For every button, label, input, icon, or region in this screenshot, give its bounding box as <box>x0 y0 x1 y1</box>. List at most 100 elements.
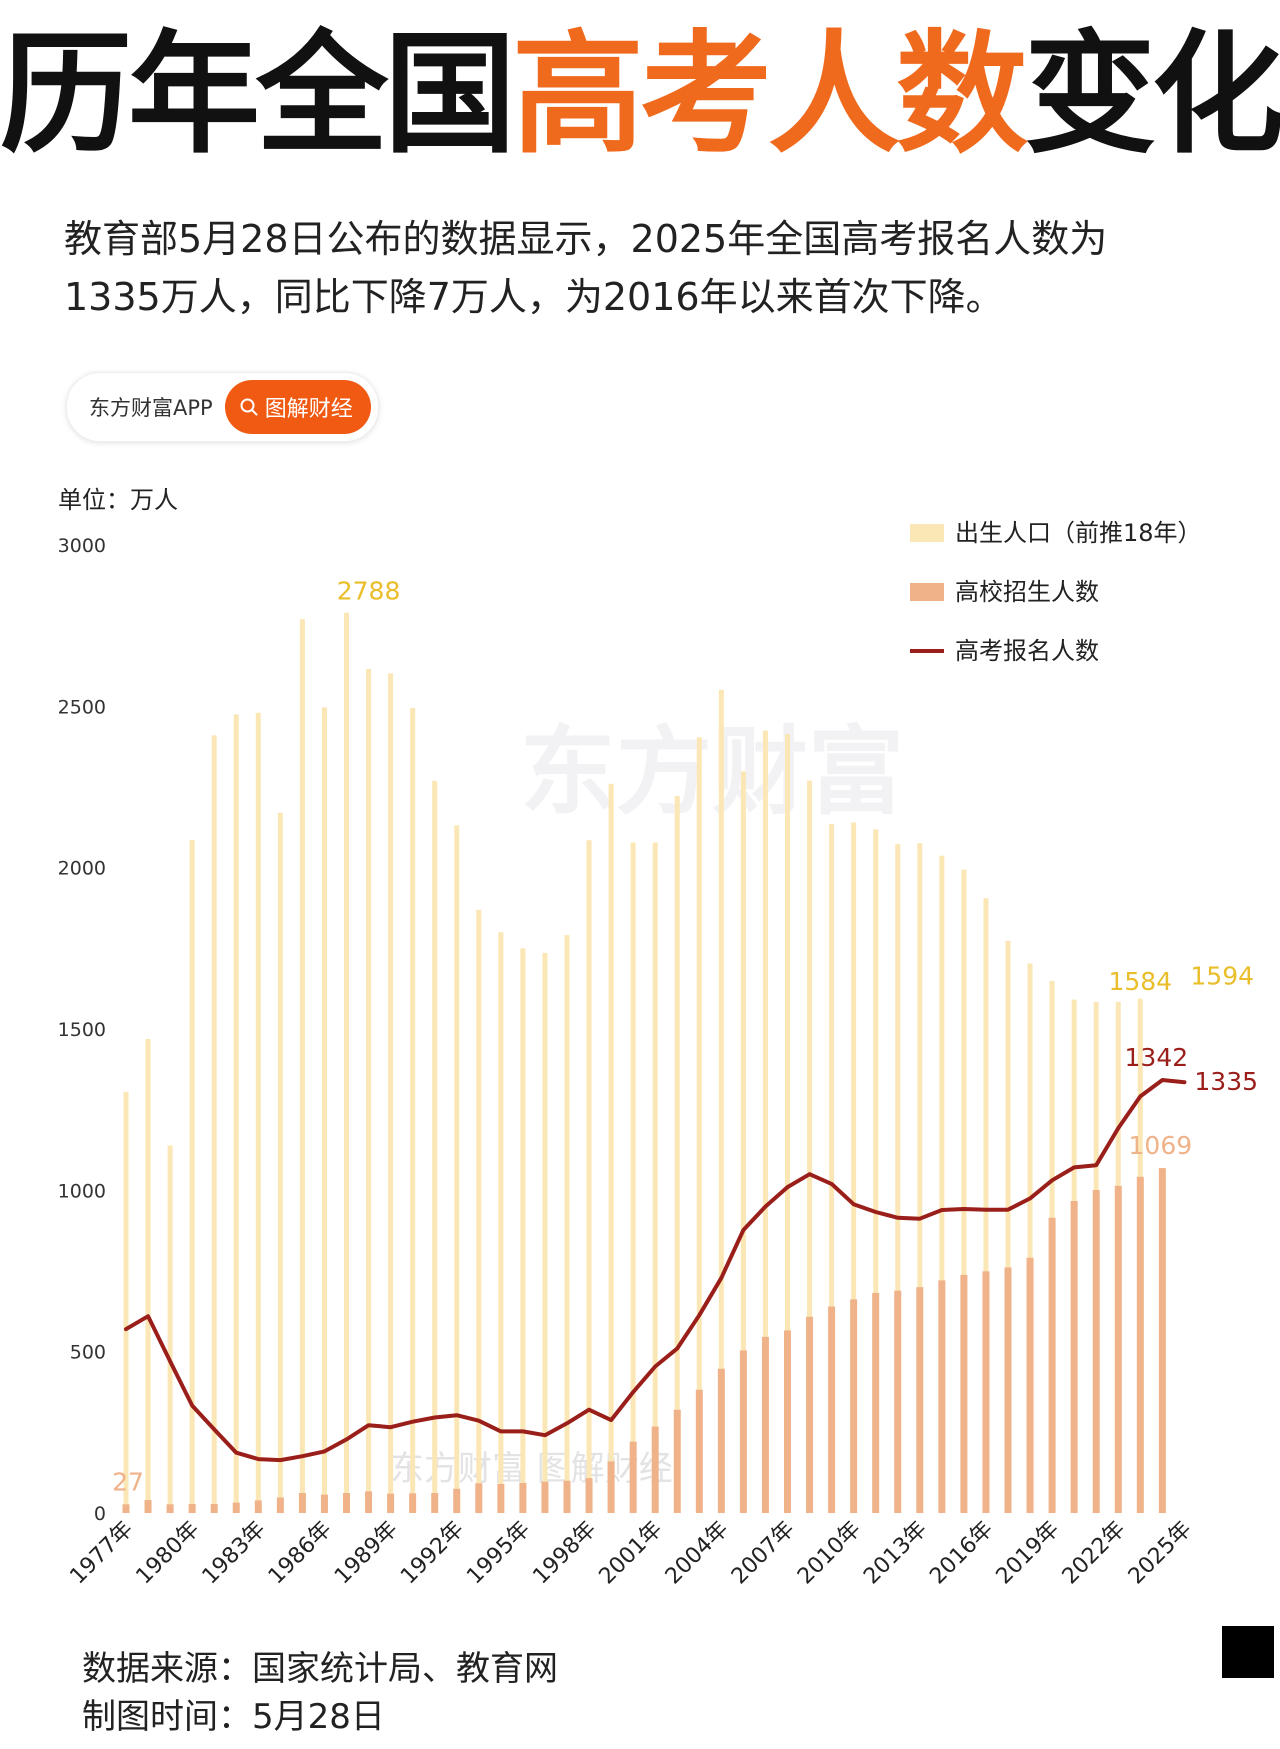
x-tick-label: 2010年 <box>793 1517 866 1590</box>
births-bar <box>983 898 989 1513</box>
enrollment-bar <box>651 1426 659 1513</box>
births-bar <box>674 796 680 1513</box>
x-tick-label: 2019年 <box>992 1517 1065 1590</box>
data-source: 数据来源：国家统计局、教育网 <box>82 1649 558 1689</box>
enrollment-bar <box>673 1409 681 1513</box>
births-bar <box>432 780 438 1513</box>
enrollment-bar <box>1136 1176 1144 1513</box>
x-tick-label: 2025年 <box>1124 1517 1197 1590</box>
births-bar <box>939 855 945 1513</box>
enrollment-bar <box>144 1500 152 1513</box>
enrollment-bar <box>607 1461 615 1513</box>
legend-label: 高校招生人数 <box>955 578 1099 606</box>
enrollment-bar <box>629 1441 637 1513</box>
enrollment-bar <box>453 1488 461 1513</box>
enrollment-bar <box>431 1492 439 1513</box>
births-bar <box>807 780 813 1513</box>
legend-label: 出生人口（前推18年） <box>955 519 1202 547</box>
data-label: 1594 <box>1190 962 1254 991</box>
x-tick-label: 1998年 <box>528 1517 601 1590</box>
births-bar <box>608 783 614 1513</box>
births-bar <box>740 771 746 1513</box>
enrollment-bar <box>806 1316 814 1513</box>
y-tick-label: 3000 <box>58 535 106 557</box>
enrollment-bar <box>475 1483 483 1513</box>
enrollment-bar <box>409 1493 417 1513</box>
enrollment-bar <box>828 1306 836 1513</box>
enrollment-bar <box>1026 1257 1034 1513</box>
y-tick-label: 2000 <box>58 858 106 880</box>
births-bar <box>895 844 901 1513</box>
enrollment-bar <box>276 1497 284 1513</box>
births-bar <box>167 1145 173 1513</box>
topic-pill[interactable]: 图解财经 <box>224 380 371 434</box>
enrollment-bars <box>122 1168 1166 1513</box>
enrollment-bar <box>343 1492 350 1513</box>
y-tick-label: 0 <box>94 1503 106 1525</box>
enrollment-bar <box>872 1292 880 1513</box>
enrollment-bar <box>585 1478 593 1513</box>
births-bar <box>630 842 636 1513</box>
enrollment-bar <box>232 1502 240 1513</box>
enrollment-bar <box>739 1350 747 1513</box>
enrollment-bar <box>1092 1190 1100 1513</box>
enrollment-bar <box>695 1389 703 1513</box>
y-tick-label: 500 <box>70 1342 106 1364</box>
enrollment-bar <box>298 1492 306 1513</box>
lead-paragraph: 教育部5月28日公布的数据显示，2025年全国高考报名人数为 1335万人，同比… <box>64 210 1224 326</box>
x-tick-label: 1983年 <box>198 1517 271 1590</box>
births-bar <box>255 712 261 1513</box>
births-bar <box>145 1039 151 1513</box>
topic-pill-label: 图解财经 <box>264 397 353 422</box>
enrollment-bar <box>320 1494 328 1513</box>
legend-label: 高考报名人数 <box>955 637 1099 665</box>
x-tick-label: 1995年 <box>462 1517 535 1590</box>
corner-block <box>1222 1626 1274 1678</box>
x-tick-label: 2013年 <box>859 1517 932 1590</box>
births-bar <box>851 822 857 1513</box>
data-label: 1069 <box>1129 1131 1193 1160</box>
enrollment-bar <box>1004 1267 1012 1513</box>
births-bar <box>366 668 372 1513</box>
search-icon <box>240 398 258 416</box>
births-bar <box>652 842 658 1513</box>
enrollment-bar <box>916 1287 924 1513</box>
births-bar <box>321 707 327 1513</box>
data-label: 1584 <box>1108 967 1172 996</box>
data-label: 1335 <box>1194 1067 1258 1096</box>
x-tick-label: 1980年 <box>132 1517 205 1590</box>
x-tick-label: 1992年 <box>396 1517 469 1590</box>
enrollment-bar <box>1048 1217 1056 1513</box>
title-part-highlight: 高考人数 <box>512 18 1028 172</box>
app-label: 东方财富APP <box>89 396 213 420</box>
x-tick-label: 2001年 <box>595 1517 668 1590</box>
births-bar <box>829 823 835 1513</box>
x-tick-label: 2016年 <box>925 1517 998 1590</box>
births-bar <box>410 707 416 1513</box>
legend-swatch <box>910 583 944 601</box>
births-bar <box>564 935 570 1513</box>
enrollment-bar <box>982 1271 990 1513</box>
legend-swatch <box>910 524 944 542</box>
watermark-main: 东方财富 <box>520 716 904 828</box>
births-bar <box>299 619 305 1513</box>
applicants-line-layer <box>124 1078 1187 1463</box>
births-bar <box>388 673 394 1513</box>
enrollment-bar <box>761 1336 769 1513</box>
births-bar <box>520 948 526 1513</box>
births-bar <box>762 730 768 1513</box>
applicants-line <box>124 1078 1187 1463</box>
births-bar <box>189 839 195 1513</box>
source-badge: 东方财富APP 图解财经 <box>66 372 379 442</box>
births-bar <box>785 734 790 1513</box>
x-tick-label: 1977年 <box>65 1517 138 1590</box>
page-title: 历年全国高考人数变化 <box>0 20 1280 170</box>
births-bar <box>277 812 283 1513</box>
births-bar <box>873 829 879 1513</box>
title-part-1: 历年全国 <box>0 18 516 172</box>
enrollment-bar <box>563 1480 571 1513</box>
births-bar <box>1005 940 1011 1513</box>
births-bar <box>344 612 349 1513</box>
